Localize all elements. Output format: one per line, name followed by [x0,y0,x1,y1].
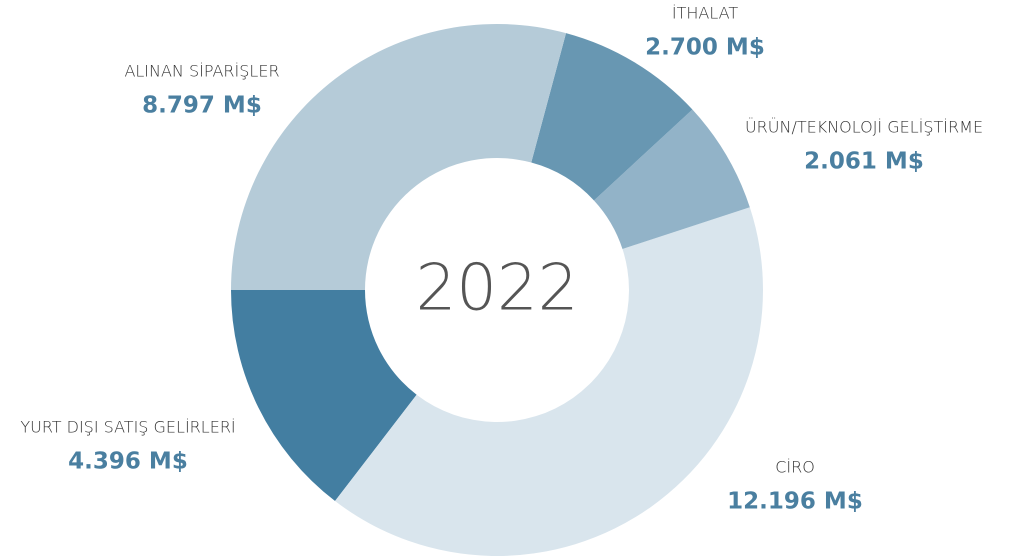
slice-value: 12.196 M$ [727,489,863,515]
slice-name: YURT DIŞI SATIŞ GELİRLERİ [20,418,235,437]
slice-name: İTHALAT [672,4,738,23]
donut-slice [335,207,763,557]
slice-name: ÜRÜN/TEKNOLOJİ GELİŞTİRME [745,118,983,137]
slice-value: 8.797 M$ [142,93,262,119]
slice-name: CİRO [775,458,815,477]
donut-slice [231,23,567,291]
donut-slice [231,290,417,502]
slice-value: 2.700 M$ [645,35,765,61]
slice-value: 4.396 M$ [68,449,188,475]
center-label: 2022 [416,252,579,326]
donut-slice [593,109,750,249]
slice-name: ALINAN SİPARİŞLER [124,62,279,81]
donut-slice [531,33,693,201]
slice-value: 2.061 M$ [804,149,924,175]
